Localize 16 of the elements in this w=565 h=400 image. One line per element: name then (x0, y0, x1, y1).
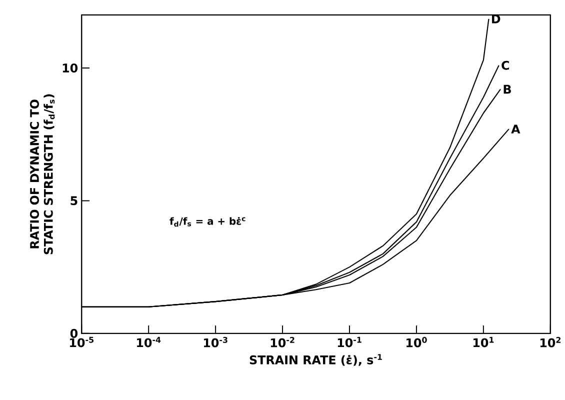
x-tick-label: 10$^{0}$ (406, 336, 427, 348)
y-tick-label: 0 (70, 328, 78, 338)
x-axis-title: STRAIN RATE (ε̇), s$^{-1}$ (250, 354, 382, 366)
y-tick-label: 5 (70, 196, 78, 206)
x-tick-label: 10$^{1}$ (473, 336, 494, 348)
x-tick-label: 10$^{-5}$ (70, 336, 94, 348)
series-label: B (504, 84, 511, 94)
annotation: f$_{d}$/f$_{s}$ = a + bε̇$^{c}$ (170, 217, 246, 227)
x-tick-label: 10$^{-4}$ (136, 336, 161, 348)
x-tick-label: 10$^{-1}$ (338, 336, 362, 348)
x-tick-label: 10$^{-3}$ (204, 336, 228, 348)
series-label: C (502, 60, 510, 70)
x-tick-label: 10$^{2}$ (540, 336, 561, 348)
y-tick-label: 10 (62, 63, 78, 72)
x-tick-label: 10$^{-2}$ (270, 336, 294, 348)
series-label: A (511, 124, 520, 134)
